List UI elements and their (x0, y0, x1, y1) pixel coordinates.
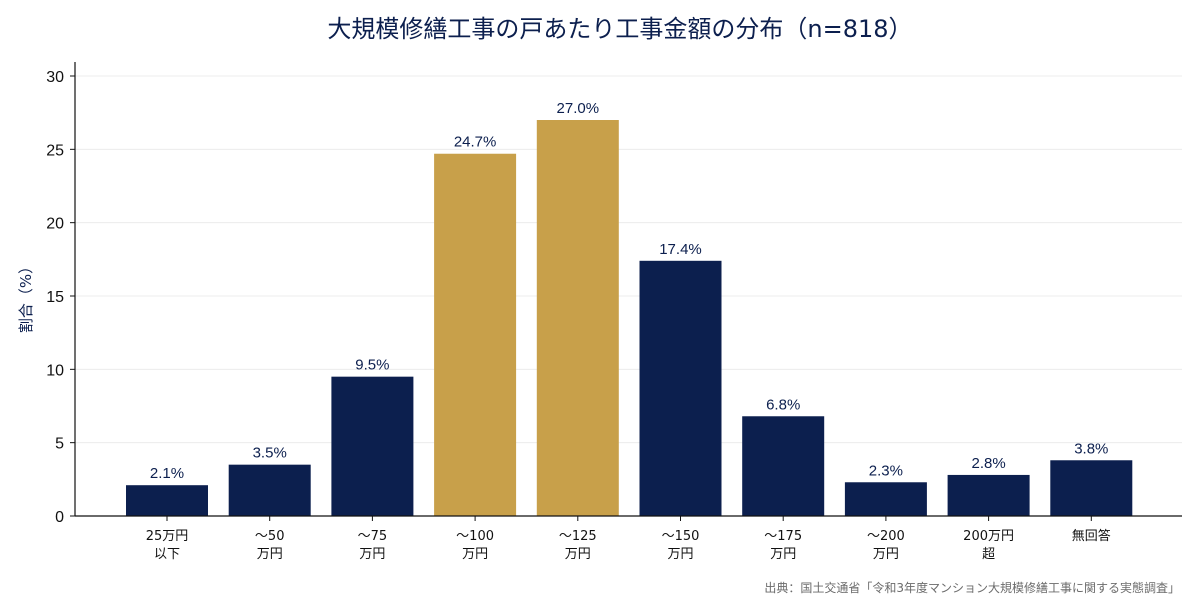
gridlines (75, 75, 1182, 444)
x-tick-label: 200万円 (963, 529, 1014, 544)
data-label: 2.1% (150, 465, 184, 482)
bar (331, 376, 414, 516)
data-label: 6.8% (766, 396, 800, 413)
x-tick-label: 〜175 (764, 529, 802, 544)
data-label: 27.0% (557, 100, 600, 117)
y-tick-label: 20 (46, 216, 64, 233)
bar (536, 120, 619, 516)
bar (844, 482, 927, 516)
data-label: 9.5% (355, 357, 389, 374)
bar (434, 153, 517, 516)
x-tick-label: 無回答 (1072, 528, 1111, 544)
x-tick-label: 万円 (359, 547, 385, 562)
x-tick-label: 以下 (154, 547, 180, 562)
x-tick-label: 万円 (770, 547, 796, 562)
y-tick-label: 15 (46, 289, 64, 306)
bar (1050, 460, 1133, 516)
x-tick-label: 〜125 (559, 529, 597, 544)
x-tick-label: 万円 (462, 547, 488, 562)
x-tick-label: 〜50 (255, 529, 285, 544)
data-label: 2.3% (869, 462, 903, 479)
x-tick-label: 〜100 (456, 529, 494, 544)
bar (639, 260, 722, 516)
x-tick-label: 万円 (257, 547, 283, 562)
data-label: 2.8% (971, 455, 1005, 472)
y-tick-label: 10 (46, 362, 64, 379)
data-label: 17.4% (659, 241, 702, 258)
bars (126, 120, 1133, 516)
chart-title: 大規模修繕工事の戸あたり工事金額の分布（n=818） (327, 15, 912, 43)
x-tick-label: 25万円 (146, 529, 189, 544)
bar (947, 474, 1030, 516)
source-note: 出典：国土交通省「令和3年度マンション大規模修繕工事に関する実態調査」 (764, 580, 1180, 595)
data-label: 3.8% (1074, 440, 1108, 457)
data-label: 3.5% (253, 445, 287, 462)
value-labels: 2.1% 3.5% 9.5% 24.7% 27.0% 17.4% 6.8% 2.3% 2.8% 3… (150, 100, 1109, 482)
bar (126, 485, 208, 516)
x-tick-label: 超 (982, 547, 995, 562)
x-tick-label: 万円 (667, 547, 693, 562)
x-tick-label: 〜200 (867, 529, 905, 544)
y-axis-label: 割合（%） (17, 259, 35, 333)
bar (742, 416, 825, 516)
data-label: 24.7% (454, 134, 497, 151)
y-tick-label: 5 (55, 436, 64, 453)
y-tick-label: 25 (46, 142, 64, 159)
y-tick-label: 0 (55, 509, 64, 526)
bar (228, 464, 311, 516)
x-tick-label: 〜75 (358, 529, 388, 544)
x-tick-label: 万円 (565, 547, 591, 562)
x-tick-label: 万円 (873, 547, 899, 562)
y-tick-label: 30 (46, 69, 64, 86)
x-tick-label: 〜150 (662, 529, 700, 544)
